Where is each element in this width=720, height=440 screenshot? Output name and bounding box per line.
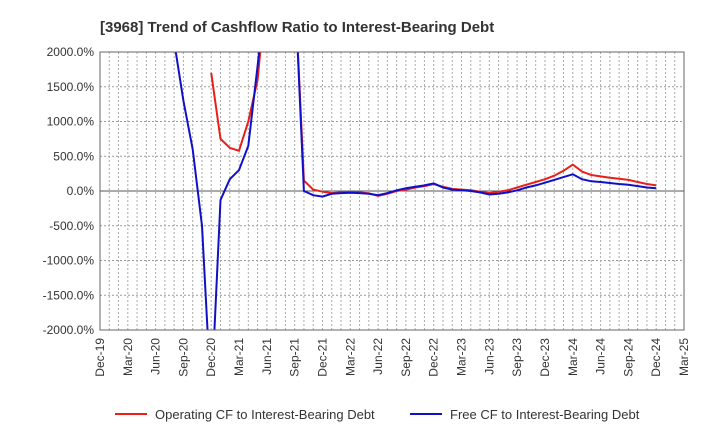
x-tick-label: Dec-20 bbox=[204, 338, 218, 377]
x-tick-label: Sep-21 bbox=[288, 338, 302, 377]
x-tick-label: Mar-20 bbox=[121, 338, 135, 376]
x-tick-label: Sep-22 bbox=[399, 338, 413, 377]
x-tick-label: Jun-24 bbox=[594, 338, 608, 375]
y-tick-label: 1000.0% bbox=[47, 115, 95, 129]
series-line-operating-cf bbox=[210, 52, 262, 152]
y-tick-label: -1000.0% bbox=[43, 254, 95, 268]
x-tick-label: Jun-23 bbox=[482, 338, 496, 375]
x-tick-label: Jun-21 bbox=[260, 338, 274, 375]
x-tick-label: Sep-23 bbox=[510, 338, 524, 377]
y-tick-label: -2000.0% bbox=[43, 323, 95, 337]
x-tick-label: Mar-24 bbox=[566, 338, 580, 376]
legend-label: Operating CF to Interest-Bearing Debt bbox=[155, 407, 375, 422]
y-tick-label: -500.0% bbox=[49, 219, 94, 233]
axis-layer: 2000.0% 1500.0% 1000.0% 500.0% 0.0% -500.0% -1… bbox=[43, 45, 691, 377]
chart-title: [3968] Trend of Cashflow Ratio to Intere… bbox=[100, 19, 494, 36]
x-tick-label: Mar-22 bbox=[343, 338, 357, 376]
y-tick-label: 500.0% bbox=[53, 149, 94, 163]
y-tick-label: 0.0% bbox=[67, 184, 95, 198]
x-tick-label: Jun-20 bbox=[149, 338, 163, 375]
legend: Operating CF to Interest-Bearing Debt Fre… bbox=[115, 407, 640, 422]
y-tick-label: -1500.0% bbox=[43, 288, 95, 302]
legend-label: Free CF to Interest-Bearing Debt bbox=[450, 407, 640, 422]
x-tick-label: Mar-25 bbox=[677, 338, 691, 376]
x-tick-label: Jun-22 bbox=[371, 338, 385, 375]
x-tick-label: Mar-21 bbox=[232, 338, 246, 376]
series-line-free-cf bbox=[296, 52, 657, 198]
x-tick-label: Dec-22 bbox=[427, 338, 441, 377]
x-tick-label: Dec-21 bbox=[315, 338, 329, 377]
plot-frame bbox=[99, 51, 685, 331]
x-tick-label: Dec-23 bbox=[538, 338, 552, 377]
x-tick-label: Dec-24 bbox=[649, 338, 663, 377]
series-line-free-cf bbox=[174, 52, 261, 330]
x-tick-label: Sep-24 bbox=[621, 338, 635, 377]
x-tick-label: Sep-20 bbox=[176, 338, 190, 377]
series-layer bbox=[174, 52, 657, 330]
y-tick-label: 1500.0% bbox=[47, 80, 95, 94]
y-tick-label: 2000.0% bbox=[47, 45, 95, 59]
x-tick-label: Dec-19 bbox=[93, 338, 107, 377]
x-tick-label: Mar-23 bbox=[455, 338, 469, 376]
